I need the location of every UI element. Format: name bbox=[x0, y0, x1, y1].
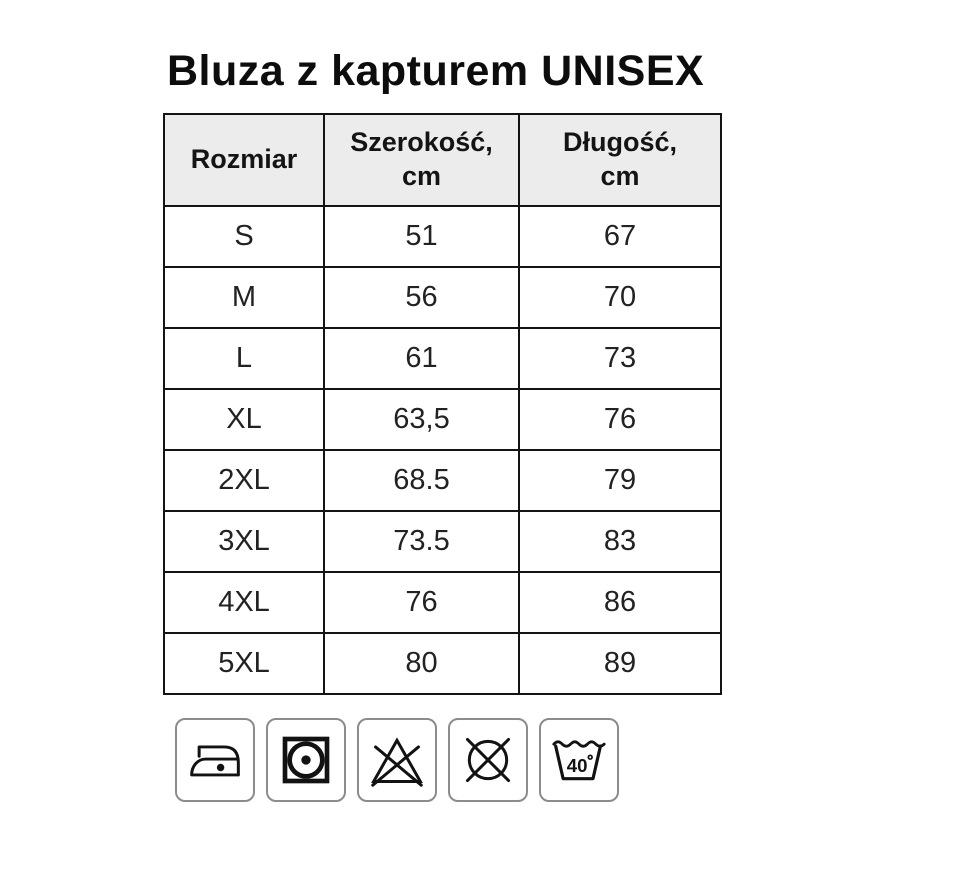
size-cell: XL bbox=[163, 388, 325, 451]
table-row: 2XL 68.5 79 bbox=[163, 449, 722, 512]
length-cell: 79 bbox=[518, 449, 722, 512]
size-cell: L bbox=[163, 327, 325, 390]
column-header-width: Szerokość, cm bbox=[323, 113, 520, 207]
table-row: M 56 70 bbox=[163, 266, 722, 329]
table-row: L 61 73 bbox=[163, 327, 722, 390]
size-cell: 4XL bbox=[163, 571, 325, 634]
table-row: 4XL 76 86 bbox=[163, 571, 722, 634]
do-not-dry-clean-icon bbox=[448, 718, 528, 802]
length-cell: 83 bbox=[518, 510, 722, 573]
length-cell: 89 bbox=[518, 632, 722, 695]
table-header-row: Rozmiar Szerokość, cm Długość, cm bbox=[163, 113, 722, 207]
do-not-bleach-icon bbox=[357, 718, 437, 802]
width-cell: 63,5 bbox=[323, 388, 520, 451]
page-title: Bluza z kapturem UNISEX bbox=[167, 47, 705, 95]
size-cell: 3XL bbox=[163, 510, 325, 573]
table-row: S 51 67 bbox=[163, 205, 722, 268]
width-cell: 51 bbox=[323, 205, 520, 268]
size-cell: M bbox=[163, 266, 325, 329]
width-cell: 73.5 bbox=[323, 510, 520, 573]
tumble-dry-icon bbox=[266, 718, 346, 802]
table-row: 3XL 73.5 83 bbox=[163, 510, 722, 573]
column-header-size: Rozmiar bbox=[163, 113, 325, 207]
length-cell: 67 bbox=[518, 205, 722, 268]
table-row: XL 63,5 76 bbox=[163, 388, 722, 451]
wash-40-degrees-icon: 40 bbox=[539, 718, 619, 802]
length-cell: 70 bbox=[518, 266, 722, 329]
size-cell: S bbox=[163, 205, 325, 268]
size-cell: 2XL bbox=[163, 449, 325, 512]
width-cell: 80 bbox=[323, 632, 520, 695]
length-cell: 76 bbox=[518, 388, 722, 451]
care-icons-row: 40 bbox=[175, 718, 723, 802]
size-chart-content: Bluza z kapturem UNISEX Rozmiar Szerokoś… bbox=[163, 50, 723, 802]
width-cell: 76 bbox=[323, 571, 520, 634]
length-cell: 73 bbox=[518, 327, 722, 390]
size-cell: 5XL bbox=[163, 632, 325, 695]
degree-mark bbox=[587, 754, 593, 760]
table-row: 5XL 80 89 bbox=[163, 632, 722, 695]
width-cell: 61 bbox=[323, 327, 520, 390]
column-header-length: Długość, cm bbox=[518, 113, 722, 207]
length-cell: 86 bbox=[518, 571, 722, 634]
iron-low-temperature-icon bbox=[175, 718, 255, 802]
size-table: Rozmiar Szerokość, cm Długość, cm S 51 6… bbox=[163, 113, 722, 695]
wash-temperature-label: 40 bbox=[567, 755, 588, 776]
width-cell: 56 bbox=[323, 266, 520, 329]
width-cell: 68.5 bbox=[323, 449, 520, 512]
